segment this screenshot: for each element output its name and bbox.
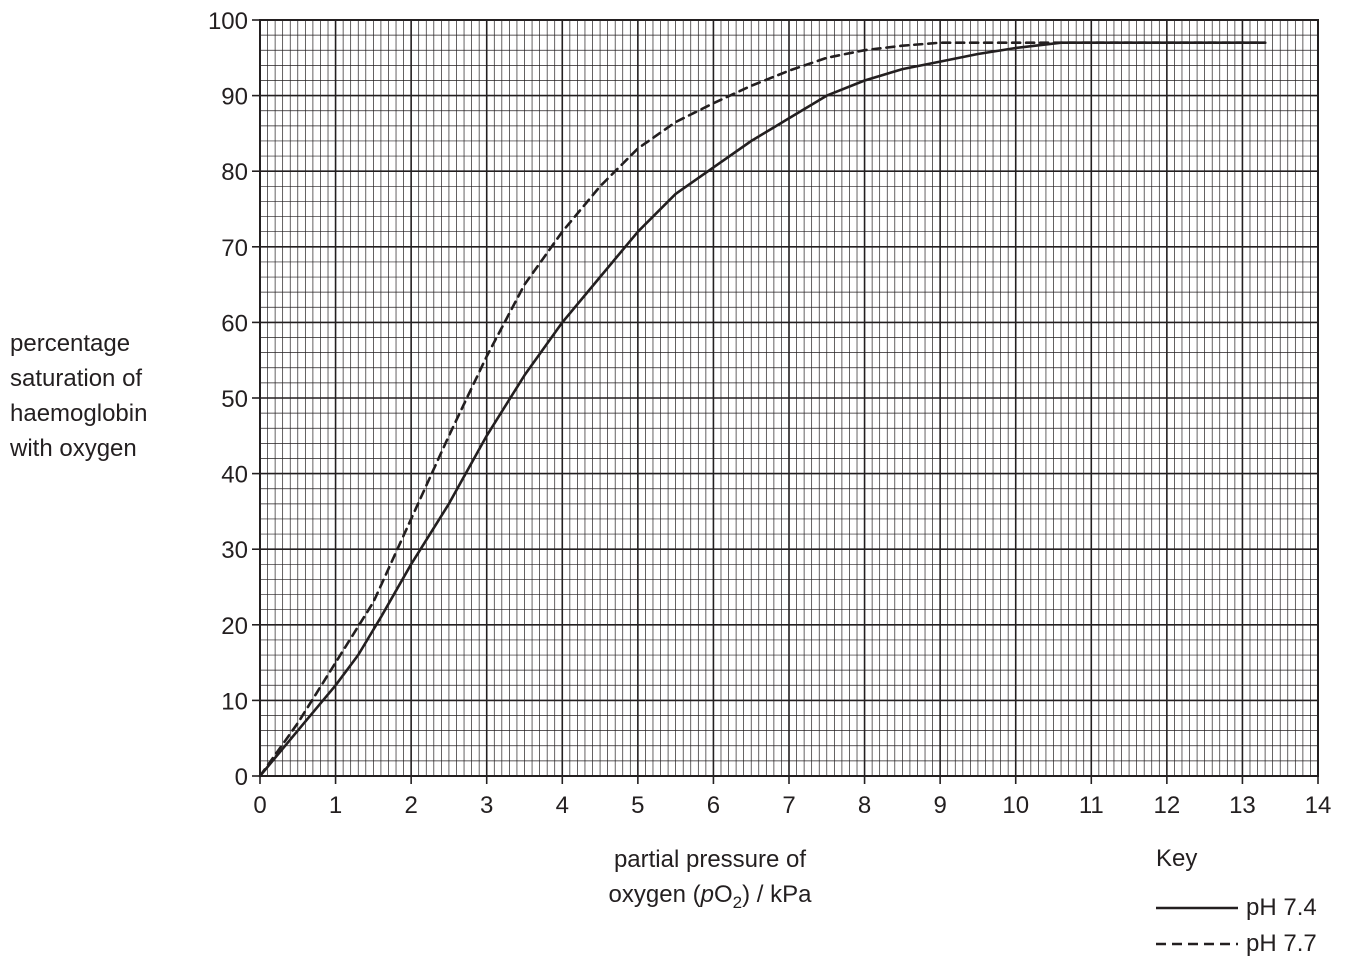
y-tick-label: 60 <box>221 310 248 337</box>
x-axis-label-o: O <box>713 881 733 908</box>
y-tick-label: 10 <box>221 688 248 715</box>
series-line-ph77 <box>258 41 1267 778</box>
tick-labels: 0 1 2 3 4 5 6 7 8 9 10 11 12 13 1401020304050607080901… <box>208 8 1331 819</box>
y-axis-label-line: percentage <box>10 330 131 357</box>
x-tick-label: 11 <box>1079 792 1104 819</box>
y-axis-label-line: haemoglobin <box>10 400 148 427</box>
legend-label: pH 7.7 <box>1246 930 1317 957</box>
legend-label: pH 7.4 <box>1246 894 1317 921</box>
x-tick-label: 4 <box>556 792 569 819</box>
y-tick-label: 70 <box>221 235 248 262</box>
legend-item-ph77: pH 7.7 <box>1156 930 1317 958</box>
x-axis-label-line: oxygen (pO2) / kPa <box>560 877 860 920</box>
x-tick-label: 1 <box>329 792 342 819</box>
series-lines <box>258 41 1267 778</box>
legend-dashed-line <box>1156 942 1238 946</box>
y-tick-label: 0 <box>235 764 248 791</box>
y-tick-label: 80 <box>221 159 248 186</box>
x-axis-label-sub: 2 <box>732 892 743 912</box>
y-tick-label: 40 <box>221 462 248 489</box>
major-grid <box>259 19 1319 777</box>
x-tick-label: 0 <box>253 792 266 819</box>
x-axis-label-line: partial pressure of <box>613 846 807 873</box>
x-tick-label: 12 <box>1154 792 1181 819</box>
legend-solid-line <box>1156 906 1238 910</box>
x-axis-label: partial pressure of oxygen (pO2) / kPa <box>560 842 860 920</box>
y-axis-label-line: saturation of <box>10 365 143 392</box>
x-axis-label-unit: ) / kPa <box>742 881 812 908</box>
x-tick-label: 9 <box>933 792 946 819</box>
x-tick-label: 7 <box>782 792 795 819</box>
y-tick-label: 90 <box>221 84 248 111</box>
x-tick-label: 6 <box>707 792 720 819</box>
series-line-ph74 <box>258 41 1267 778</box>
x-tick-label: 5 <box>631 792 644 819</box>
y-tick-label: 50 <box>221 386 248 413</box>
y-tick-label: 20 <box>221 613 248 640</box>
axis-ticks <box>252 19 1319 784</box>
x-tick-label: 13 <box>1229 792 1256 819</box>
y-tick-label: 30 <box>221 537 248 564</box>
x-tick-label: 2 <box>404 792 417 819</box>
x-tick-label: 14 <box>1305 792 1332 819</box>
x-tick-label: 10 <box>1002 792 1029 819</box>
x-axis-label-italic: p <box>700 881 714 908</box>
y-axis-label-line: with oxygen <box>10 435 137 462</box>
y-tick-label: 100 <box>208 8 248 35</box>
x-tick-label: 8 <box>858 792 871 819</box>
x-axis-label-text: oxygen ( <box>608 881 701 908</box>
x-tick-label: 3 <box>480 792 493 819</box>
y-axis-label: percentage saturation of haemoglobin wit… <box>10 326 147 466</box>
legend-title: Key <box>1156 845 1198 872</box>
legend-item-ph74: pH 7.4 <box>1156 894 1317 922</box>
